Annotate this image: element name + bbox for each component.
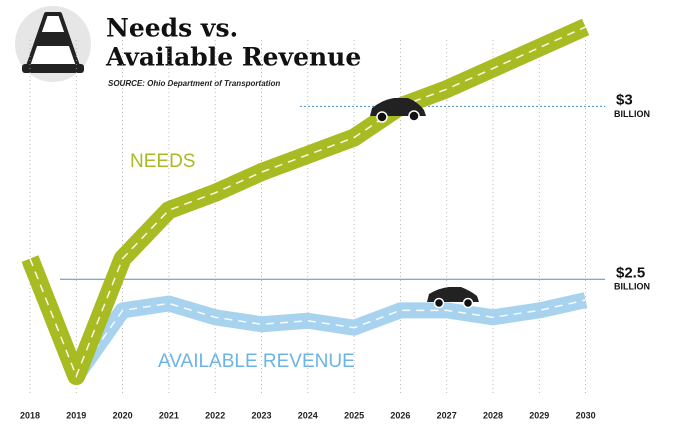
source: SOURCE: Ohio Department of Transportatio… [108,79,280,88]
x-tick-label: 2025 [344,410,364,420]
x-tick-label: 2028 [483,410,503,420]
car-icon [427,287,479,309]
y-tick-unit: BILLION [614,109,650,119]
x-tick-label: 2023 [251,410,271,420]
x-tick-label: 2021 [159,410,179,420]
lane-marking [29,26,586,379]
cone-icon [15,6,91,82]
series-label: NEEDS [130,151,195,172]
x-tick-label: 2027 [437,410,457,420]
x-tick-label: 2020 [113,410,133,420]
series-label: AVAILABLE REVENUE [158,351,355,372]
lane-marking [29,261,586,378]
x-tick-label: 2030 [576,410,596,420]
car-icon [370,98,426,123]
chart-title: Needs vs. [106,14,238,43]
x-tick-label: 2022 [205,410,225,420]
x-tick-label: 2019 [66,410,86,420]
x-tick-label: 2024 [298,410,318,420]
grid [29,40,605,395]
y-tick-label: $3 [616,91,633,108]
chart-title: Available Revenue [105,43,361,72]
x-tick-label: 2029 [529,410,549,420]
y-tick-unit: BILLION [614,282,650,292]
y-tick-label: $2.5 [616,264,645,281]
x-tick-label: 2018 [20,410,40,420]
lines [21,18,590,386]
x-tick-label: 2026 [390,410,410,420]
